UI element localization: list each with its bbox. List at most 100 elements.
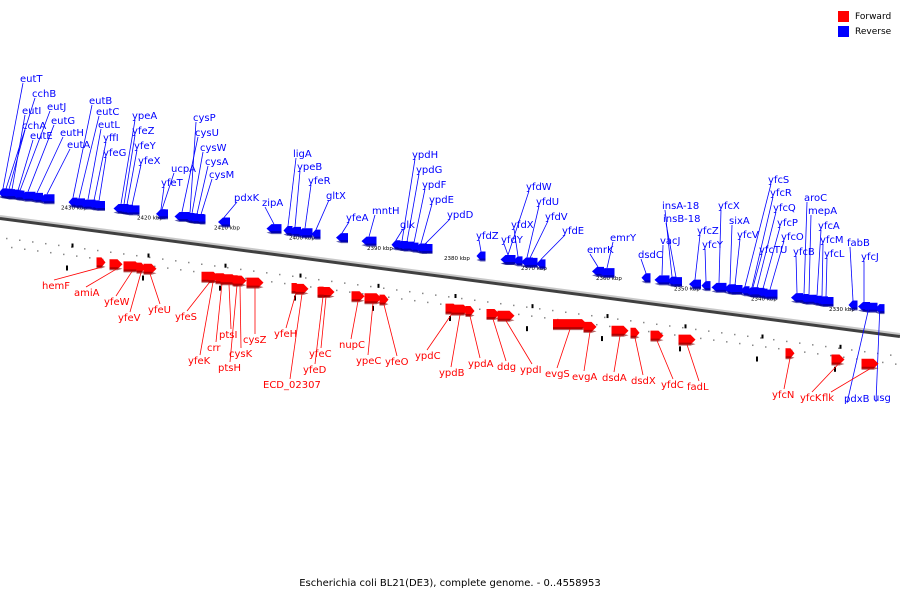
forward-gene-yfeu: yfeU <box>143 263 171 316</box>
gene-label: ptsI <box>219 330 237 341</box>
gene-label: eutH <box>60 128 84 139</box>
gene-arrow <box>747 287 759 297</box>
gene-arrow <box>486 309 500 320</box>
minor-tick-dot <box>804 351 806 353</box>
gene-arrow-shadow <box>123 269 141 273</box>
reverse-gene-ypeb: ypeB <box>289 162 322 237</box>
gene-arrow-shadow <box>156 216 166 220</box>
minor-tick-dot <box>630 320 632 322</box>
gene-label: insA-18 <box>662 201 699 212</box>
gene-leader-line <box>294 170 301 227</box>
gene-leader-line <box>704 248 707 282</box>
gene-label: eutJ <box>47 102 66 113</box>
gene-label: yfeH <box>274 329 297 340</box>
minor-tick-dot <box>817 353 819 355</box>
major-tick-above <box>531 304 534 309</box>
gene-label: yfcZ <box>697 226 719 237</box>
gene-arrow <box>654 275 670 285</box>
gene-label: evgS <box>545 369 570 380</box>
minor-tick-dot <box>45 242 47 245</box>
minor-tick-dot <box>383 287 385 290</box>
minor-tick-dot <box>674 334 676 336</box>
gene-leader-line <box>752 253 763 288</box>
gene-leader-line <box>478 239 482 252</box>
minor-tick-dot <box>713 339 715 341</box>
minor-tick-dot <box>656 323 658 326</box>
minor-tick-dot <box>401 298 403 300</box>
gene-arrow-shadow <box>678 342 696 346</box>
forward-gene-yfev: yfeV <box>118 262 146 324</box>
gene-leader-line <box>285 292 297 329</box>
reverse-gene-yfdv: yfdV <box>522 212 568 268</box>
gene-arrow-shadow <box>379 302 389 306</box>
forward-gene-ecd-02307: ECD_02307 <box>263 283 321 391</box>
gene-leader-line <box>350 301 359 340</box>
minor-tick-dot <box>414 299 416 302</box>
gene-arrow-shadow <box>13 197 23 201</box>
genome-backbone-shadow <box>0 216 900 338</box>
minor-tick-dot <box>336 289 338 292</box>
gene-leader-line <box>78 115 100 199</box>
gene-leader-line <box>126 149 138 205</box>
gene-leader-line <box>11 114 26 190</box>
gene-arrow <box>318 286 328 297</box>
minor-tick-dot <box>167 267 169 269</box>
minor-tick-dot <box>544 317 546 319</box>
gene-arrow <box>379 294 389 305</box>
gene-arrow-shadow <box>762 296 778 300</box>
gene-arrow-shadow <box>233 283 247 287</box>
gene-arrow-shadow <box>599 275 615 279</box>
reverse-gene-usg: usg <box>873 304 891 404</box>
gene-leader-line <box>492 318 507 362</box>
major-tick-above <box>761 334 764 339</box>
gene-label: yffI <box>103 133 119 144</box>
forward-swatch <box>838 11 849 22</box>
minor-tick-dot <box>643 321 645 324</box>
gene-leader-line <box>808 214 812 295</box>
gene-leader-line <box>783 358 791 390</box>
gene-leader-line <box>413 188 426 243</box>
gene-arrow-shadow <box>266 231 282 235</box>
gene-arrow <box>611 325 629 336</box>
minor-tick-dot <box>661 332 663 335</box>
gene-leader-line <box>19 110 51 191</box>
gene-arrow <box>727 284 743 294</box>
gene-label: ypeA <box>132 111 157 122</box>
gene-label: yfcX <box>718 201 740 212</box>
gene-leader-line <box>53 266 102 281</box>
minor-tick-dot <box>726 341 728 343</box>
gene-leader-line <box>98 156 107 202</box>
minor-tick-dot <box>76 255 78 257</box>
reverse-gene-yfcl: yfcL <box>818 249 845 307</box>
gene-leader-line <box>795 255 798 294</box>
minor-tick-dot <box>227 266 229 269</box>
gene-arrow-shadow <box>522 264 538 268</box>
forward-gene-ypdi: ypdI <box>497 310 542 376</box>
gene-leader-line <box>315 199 330 230</box>
gene-label: nupC <box>339 340 365 351</box>
forward-gene-yfek: yfeK <box>188 272 218 367</box>
scale-tick-label: 2380 kbp <box>444 256 470 262</box>
forward-strand-genes: hemF amiA yfeW yfeV yfeU yfeS yfeK crr ptsI ptsH c… <box>42 257 879 404</box>
major-tick-below <box>142 275 144 281</box>
gene-arrow <box>174 212 190 222</box>
gene-label: yfcP <box>777 218 798 229</box>
gene-label: yfcA <box>818 221 840 232</box>
gene-label: ypdB <box>439 368 465 379</box>
scale-tick-label: 2360 kbp <box>596 276 622 282</box>
minor-tick-dot <box>266 272 268 274</box>
gene-label: emrY <box>610 233 637 244</box>
reverse-gene-yfdy: yfdY <box>500 235 524 266</box>
major-tick-above <box>299 273 302 278</box>
gene-arrow <box>451 304 469 315</box>
gene-arrow <box>295 283 309 294</box>
gene-label: yfeD <box>303 365 327 376</box>
gene-leader-line <box>304 184 312 229</box>
reverse-gene-yfex: yfeX <box>124 156 161 216</box>
gene-arrow <box>641 273 651 283</box>
gene-arrow <box>701 281 711 291</box>
minor-tick-dot <box>422 292 424 295</box>
minor-tick-dot <box>552 309 554 312</box>
minor-tick-dot <box>310 286 312 288</box>
gene-arrow-shadow <box>513 263 523 267</box>
